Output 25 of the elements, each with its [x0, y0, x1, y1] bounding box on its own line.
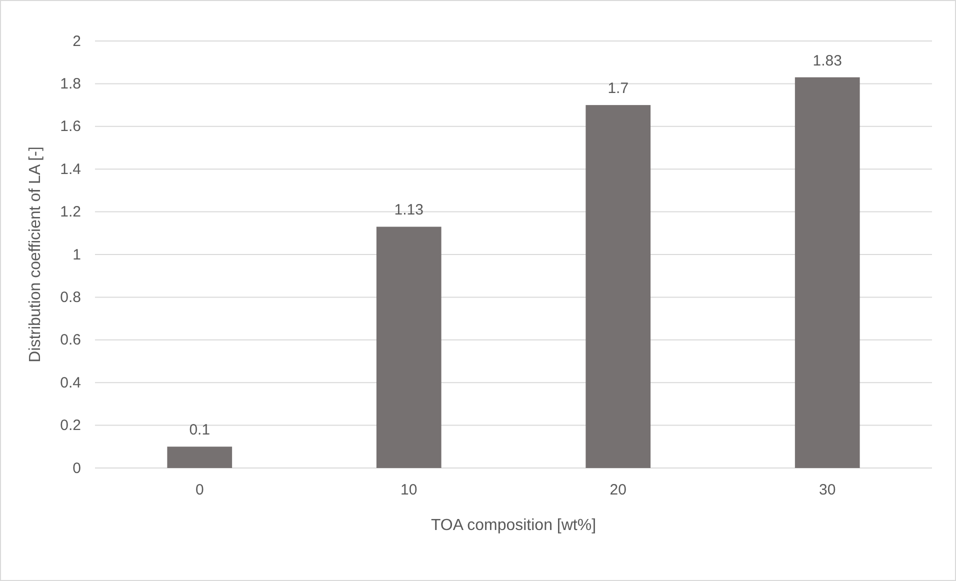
- y-tick-label: 1.2: [60, 204, 81, 221]
- y-tick-label: 0.6: [60, 332, 81, 349]
- bar: [167, 446, 232, 468]
- bar: [376, 226, 442, 468]
- data-label: 1.13: [394, 202, 424, 219]
- y-tick-label: 0.8: [60, 289, 81, 306]
- x-tick-label: 20: [610, 482, 626, 499]
- y-tick-label: 1: [72, 246, 81, 264]
- x-tick-label: 0: [195, 482, 204, 499]
- y-tick-label: 1.4: [60, 160, 81, 178]
- data-label: 0.1: [189, 422, 210, 439]
- bar: [586, 105, 651, 468]
- data-label: 1.7: [608, 80, 629, 98]
- x-axis-title: TOA composition [wt%]: [430, 517, 596, 534]
- y-tick-label: 0: [72, 460, 81, 477]
- bar: [794, 77, 860, 468]
- x-tick-label: 30: [819, 482, 836, 499]
- y-tick-label: 0.4: [60, 374, 81, 392]
- y-tick-label: 1.8: [60, 76, 81, 92]
- y-tick-label: 2: [72, 32, 81, 50]
- y-tick-label: 1.6: [60, 118, 81, 136]
- x-tick-label: 10: [400, 482, 418, 499]
- y-tick-label: 0.2: [60, 417, 81, 434]
- y-axis-title: Distribution coefficient of LA [-]: [27, 146, 44, 362]
- data-label: 1.83: [812, 52, 842, 70]
